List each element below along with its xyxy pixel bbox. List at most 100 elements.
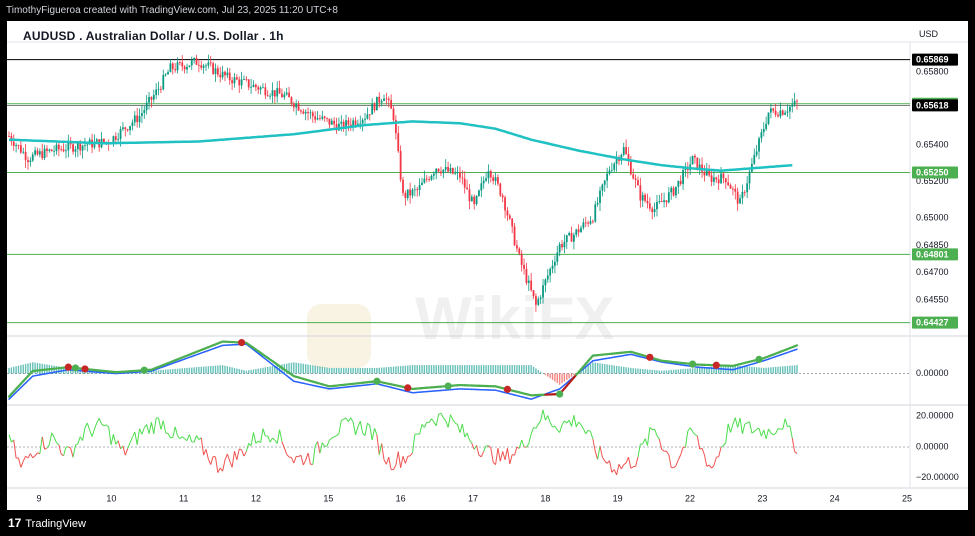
- oscillator-line: [359, 421, 364, 434]
- candle-body: [625, 147, 628, 154]
- candle-body: [508, 215, 511, 219]
- macd-histogram-bar: [528, 365, 530, 374]
- macd-histogram-bar: [437, 365, 440, 374]
- oscillator-line: [739, 417, 743, 434]
- oscillator-line: [763, 429, 767, 439]
- candle-body: [494, 177, 497, 181]
- macd-histogram-bar: [155, 370, 157, 374]
- chart-canvas[interactable]: WikiFX 0.65800 0.65400 0.65200 0.65000 0.648…: [7, 21, 968, 510]
- candle-body: [193, 58, 196, 61]
- oscillator-tick-label: −20.00000: [916, 472, 959, 482]
- candle-body: [665, 200, 668, 203]
- candle-body: [224, 71, 226, 76]
- oscillator-line: [549, 422, 553, 428]
- time-tick-label: 25: [902, 493, 912, 503]
- candle-body: [627, 153, 630, 161]
- macd-histogram-bar: [530, 365, 532, 374]
- oscillator-line: [459, 423, 463, 433]
- oscillator-line: [611, 469, 615, 473]
- macd-histogram-bar: [41, 363, 43, 374]
- oscillator-line: [559, 424, 563, 433]
- oscillator-line: [283, 447, 288, 455]
- oscillator-line: [711, 465, 715, 469]
- oscillator-line: [196, 435, 200, 440]
- candle-body: [74, 149, 77, 152]
- candle-body: [8, 136, 10, 137]
- candle-body: [670, 187, 673, 193]
- oscillator-line: [433, 421, 437, 427]
- candle-body: [345, 120, 347, 129]
- oscillator-line: [395, 451, 399, 466]
- moving-average-line: [8, 120, 793, 172]
- macd-histogram-bar: [492, 365, 494, 374]
- macd-histogram-bar: [335, 367, 338, 374]
- oscillator-line: [129, 437, 133, 443]
- macd-histogram-bar: [326, 367, 328, 374]
- oscillator-line: [514, 447, 518, 456]
- macd-histogram-bar: [549, 373, 551, 379]
- candle-body: [413, 189, 416, 191]
- oscillator-line: [103, 424, 107, 427]
- macd-histogram-bar: [741, 365, 744, 374]
- macd-histogram-bar: [380, 367, 383, 374]
- oscillator-line: [431, 418, 435, 423]
- oscillator-line: [122, 445, 126, 456]
- candle-body: [682, 169, 684, 185]
- macd-histogram-bar: [523, 365, 525, 374]
- candle-body: [397, 133, 400, 151]
- oscillator-line: [367, 422, 371, 426]
- macd-histogram-bar: [186, 367, 188, 374]
- macd-histogram-bar: [513, 365, 516, 374]
- macd-histogram-bar: [421, 365, 423, 374]
- horizontal-levels: [7, 59, 910, 324]
- candle-body: [442, 169, 445, 174]
- candle-body: [12, 141, 15, 147]
- oscillator-tick-label: 0.00000: [916, 441, 949, 451]
- candle-body: [319, 118, 321, 120]
- candle-body: [34, 150, 37, 155]
- oscillator-line: [666, 450, 670, 456]
- macd-histogram-bar: [274, 365, 276, 374]
- candle-body: [181, 62, 184, 67]
- macd-histogram-bar: [269, 366, 271, 374]
- time-tick-label: 16: [396, 493, 406, 503]
- tradingview-logo[interactable]: 17 TradingView: [8, 516, 86, 530]
- candle-body: [152, 95, 155, 100]
- candle-body: [27, 160, 29, 163]
- candle-body: [480, 183, 483, 191]
- macd-histogram-bar: [297, 363, 300, 374]
- oscillator-line: [473, 445, 478, 450]
- macd-histogram-bar: [262, 367, 264, 374]
- crossover-dot: [503, 385, 512, 393]
- candle-body: [582, 222, 585, 228]
- oscillator-line: [63, 446, 67, 456]
- candle-body: [117, 139, 120, 140]
- level-price-label: 0.64801: [916, 249, 949, 259]
- macd-histogram-bar: [509, 365, 511, 374]
- oscillator-line: [68, 446, 71, 449]
- oscillator-line: [654, 428, 658, 436]
- candle-body: [729, 185, 732, 189]
- macd-histogram-bar: [383, 367, 385, 374]
- candle-body: [577, 229, 580, 233]
- candle-body: [226, 72, 229, 76]
- oscillator-line: [661, 448, 665, 452]
- oscillator-line: [388, 457, 392, 470]
- macd-histogram-bar: [639, 368, 642, 374]
- candle-body: [603, 180, 606, 185]
- oscillator-line: [336, 433, 340, 437]
- macd-histogram-bar: [312, 365, 314, 374]
- macd-histogram-bar: [364, 367, 366, 374]
- macd-histogram-bar: [271, 366, 274, 374]
- time-tick-label: 17: [468, 493, 478, 503]
- oscillator-line: [701, 448, 705, 455]
- macd-histogram-bar: [342, 367, 345, 374]
- candle-body: [361, 119, 364, 124]
- candle-body: [762, 128, 765, 133]
- macd-histogram-bar: [580, 370, 582, 374]
- candle-body: [297, 103, 300, 111]
- oscillator-line: [696, 435, 701, 450]
- macd-histogram-bar: [772, 367, 774, 374]
- candle-body: [777, 114, 779, 117]
- macd-histogram-bar: [164, 369, 167, 374]
